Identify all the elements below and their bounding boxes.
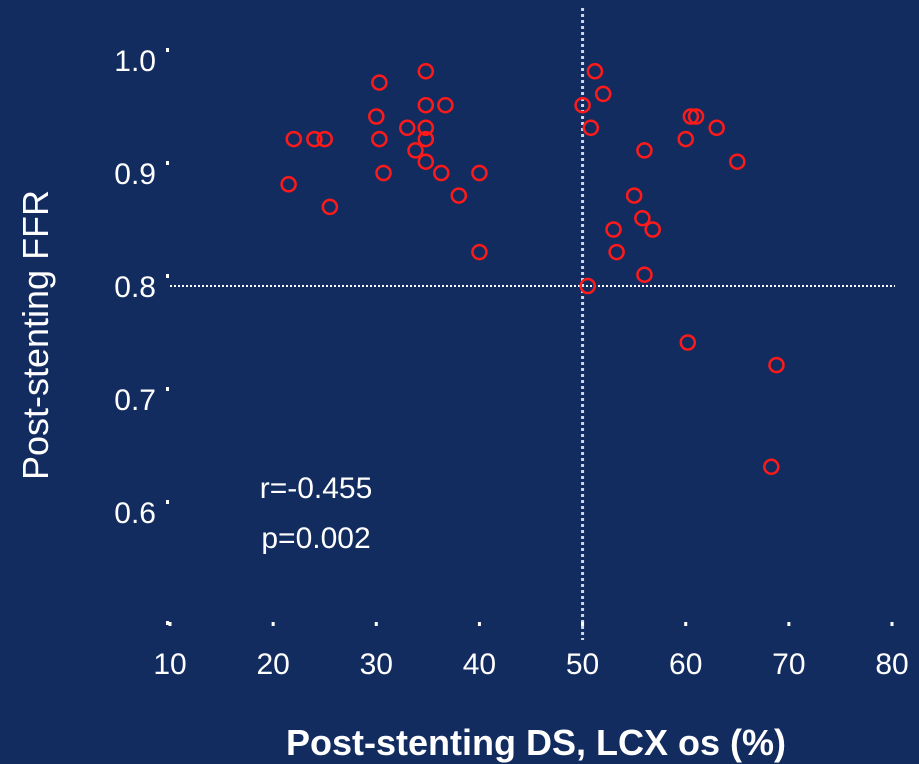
x-tick-label: 50 (566, 648, 599, 681)
x-tick-label: 70 (772, 648, 805, 681)
data-point (608, 243, 625, 261)
data-point (375, 164, 392, 182)
data-point (574, 96, 591, 114)
y-tick-label: 1.0 (114, 45, 156, 78)
data-point (417, 130, 435, 148)
data-point (321, 198, 339, 216)
x-tick-mark (374, 622, 378, 626)
y-tick-mark (166, 161, 169, 165)
data-point (417, 119, 435, 137)
y-tick-mark (166, 387, 169, 391)
x-tick-mark (684, 622, 688, 626)
data-point (579, 277, 596, 295)
data-point (433, 164, 450, 182)
x-tick-mark (168, 622, 172, 626)
data-point (417, 96, 435, 114)
correlation-r-annotation: r=-0.455 (260, 472, 373, 505)
data-point (316, 130, 333, 148)
data-point (768, 356, 785, 374)
x-tick-mark (271, 622, 275, 626)
data-point (586, 63, 604, 80)
data-point (398, 119, 416, 137)
x-axis: 10 20 30 40 50 60 70 80 (153, 621, 909, 681)
data-point (471, 243, 488, 261)
data-point (450, 187, 468, 204)
data-points (280, 63, 785, 476)
data-point (636, 142, 653, 159)
x-tick-mark (890, 622, 894, 626)
data-point (708, 119, 725, 137)
data-point (582, 119, 600, 137)
x-tick-label: 10 (153, 648, 186, 681)
y-tick-label: 0.8 (114, 271, 156, 304)
data-point (644, 221, 661, 238)
data-point (280, 176, 297, 193)
data-point (687, 108, 705, 125)
data-point (371, 130, 388, 148)
data-point (625, 187, 643, 204)
x-tick-mark (787, 622, 791, 626)
data-point (437, 96, 454, 114)
y-axis: 0.6 0.7 0.8 0.9 1.0 (114, 45, 169, 530)
x-tick-label: 80 (875, 648, 908, 681)
origin-tick-mark (166, 621, 169, 625)
data-point (763, 458, 780, 476)
data-point (677, 130, 694, 148)
data-point (417, 63, 435, 80)
x-tick-label: 40 (463, 648, 496, 681)
data-point (407, 142, 424, 159)
x-axis-title: Post-stenting DS, LCX os (%) (286, 722, 786, 763)
data-point (471, 164, 488, 182)
data-point (636, 266, 653, 283)
y-tick-label: 0.9 (114, 158, 156, 191)
x-tick-label: 60 (669, 648, 702, 681)
x-tick-mark (581, 622, 585, 626)
data-point (371, 74, 388, 91)
data-point (594, 85, 612, 103)
data-point (417, 153, 435, 170)
y-tick-label: 0.6 (114, 497, 156, 530)
y-tick-label: 0.7 (114, 384, 156, 417)
x-tick-label: 30 (360, 648, 393, 681)
data-point (729, 153, 746, 170)
data-point (634, 209, 651, 227)
data-point (679, 334, 697, 351)
reference-lines (170, 8, 895, 640)
y-tick-mark (166, 274, 169, 278)
data-point (605, 221, 622, 238)
x-tick-label: 20 (256, 648, 289, 681)
data-point (285, 130, 303, 148)
y-axis-title: Post-stenting FFR (15, 190, 56, 480)
data-point (306, 130, 323, 148)
y-tick-mark (166, 500, 169, 504)
y-tick-mark (166, 48, 169, 52)
data-point (682, 108, 700, 125)
data-point (368, 108, 385, 125)
x-tick-mark (477, 622, 481, 626)
p-value-annotation: p=0.002 (261, 522, 370, 555)
